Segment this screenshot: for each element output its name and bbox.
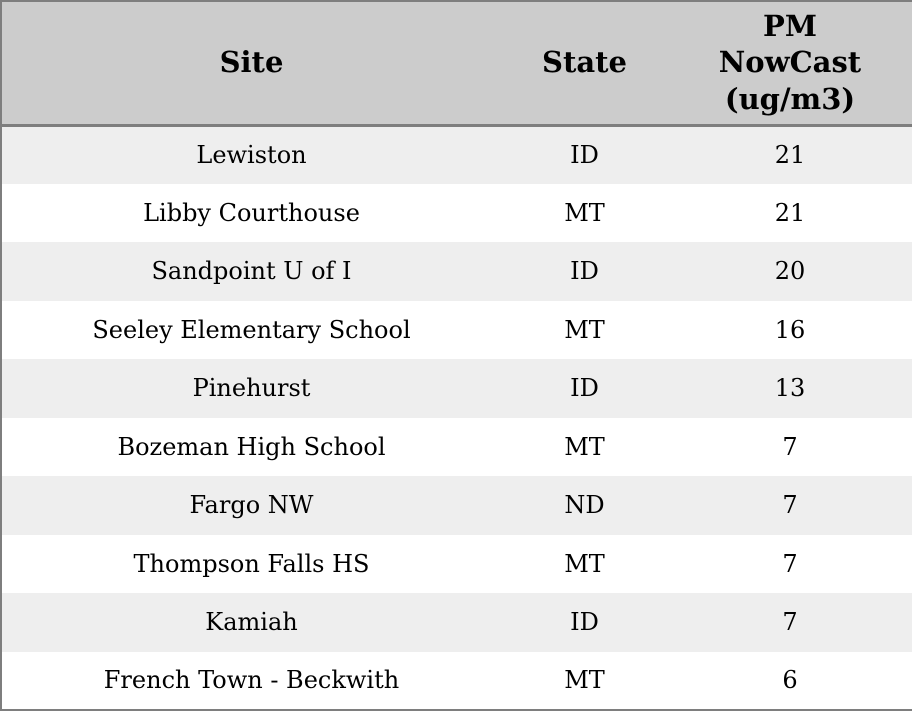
cell-pm-nowcast: 16 xyxy=(774,315,806,344)
table-row: Libby Courthouse MT 21 xyxy=(1,183,912,242)
cell-pm-nowcast: 21 xyxy=(774,198,806,227)
table-row: Lewiston ID 21 xyxy=(1,125,912,184)
cell-site: Libby Courthouse xyxy=(143,198,360,227)
cell-state: ID xyxy=(570,257,599,286)
cell-state: MT xyxy=(564,666,605,695)
cell-state: ID xyxy=(570,374,599,403)
cell-state: ND xyxy=(564,491,605,520)
column-header-state: State xyxy=(501,1,668,127)
cell-pm-nowcast: 21 xyxy=(774,141,806,169)
table-row: Kamiah ID 7 xyxy=(1,593,912,652)
table-body: Lewiston ID 21 Libby Courthouse MT 21 Sandpoin… xyxy=(1,125,912,710)
cell-pm-nowcast: 7 xyxy=(782,608,798,637)
cell-state: MT xyxy=(564,432,605,461)
table-row: French Town - Beckwith MT 6 xyxy=(1,651,912,710)
table-row: Thompson Falls HS MT 7 xyxy=(1,534,912,593)
cell-site: Kamiah xyxy=(205,608,298,637)
cell-site: Sandpoint U of I xyxy=(151,257,352,286)
cell-pm-nowcast: 20 xyxy=(774,257,806,286)
cell-site: Seeley Elementary School xyxy=(92,315,411,344)
cell-pm-nowcast: 7 xyxy=(782,549,798,578)
cell-pm-nowcast: 6 xyxy=(782,666,798,695)
cell-state: ID xyxy=(570,608,599,637)
table-row: Seeley Elementary School MT 16 xyxy=(1,300,912,359)
cell-state: MT xyxy=(564,198,605,227)
table-row: Bozeman High School MT 7 xyxy=(1,417,912,476)
header-row: Site State PM NowCast (ug/m3) xyxy=(1,1,912,127)
table-row: Pinehurst ID 13 xyxy=(1,359,912,418)
table-row: Sandpoint U of I ID 20 xyxy=(1,242,912,301)
cell-pm-nowcast: 7 xyxy=(782,491,798,520)
cell-site: Fargo NW xyxy=(189,491,314,520)
cell-state: MT xyxy=(564,549,605,578)
cell-site: French Town - Beckwith xyxy=(103,666,400,695)
cell-state: ID xyxy=(570,141,599,169)
cell-pm-nowcast: 13 xyxy=(774,374,806,403)
table-header: Site State PM NowCast (ug/m3) xyxy=(1,1,912,127)
cell-site: Pinehurst xyxy=(192,374,311,403)
cell-site: Thompson Falls HS xyxy=(133,549,370,578)
cell-state: MT xyxy=(564,315,605,344)
cell-site: Lewiston xyxy=(196,141,307,169)
table-row: Fargo NW ND 7 xyxy=(1,476,912,535)
column-header-site: Site xyxy=(1,1,501,127)
cell-pm-nowcast: 7 xyxy=(782,432,798,461)
column-header-pm-nowcast: PM NowCast (ug/m3) xyxy=(668,1,912,127)
cell-site: Bozeman High School xyxy=(117,432,386,461)
